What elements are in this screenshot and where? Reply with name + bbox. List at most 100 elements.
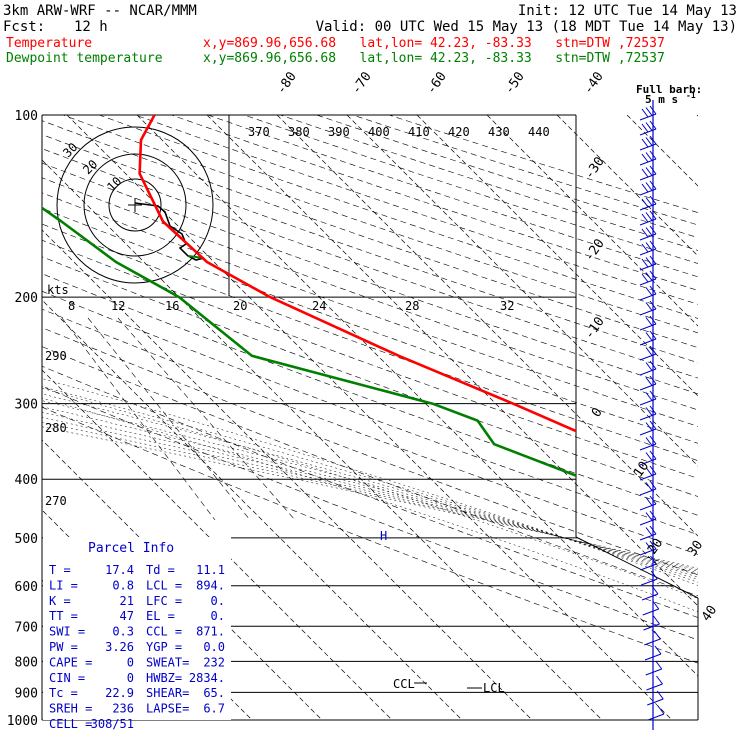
wind-barb-flag	[645, 242, 653, 251]
hodograph-ring-label-30: 30	[60, 140, 80, 160]
parcel-key: CIN =	[49, 671, 85, 685]
wind-barb	[645, 660, 663, 676]
wind-barb-flag	[645, 437, 653, 446]
isotherm-label--50: -50	[502, 69, 528, 97]
pressure-label-700: 700	[15, 620, 38, 635]
hodograph-ring	[83, 153, 187, 257]
parcel-key: SHEAR=	[146, 686, 189, 700]
wind-barb-flag	[641, 228, 649, 238]
wind-barb-flag	[655, 660, 663, 670]
wind-barb-flag	[641, 108, 649, 118]
parcel-key: HWBZ=	[146, 671, 182, 685]
parcel-value: 0.3	[112, 625, 134, 639]
wind-barb-flag	[645, 407, 653, 416]
theta-e-label-420: 420	[448, 125, 470, 139]
wind-barb-shaft	[647, 713, 665, 721]
pressure-label-400: 400	[15, 473, 38, 488]
wind-barb-flag	[645, 317, 653, 326]
wind-barb-flag	[641, 168, 649, 178]
isotherm-line	[42, 369, 393, 720]
wind-barb-flag	[641, 243, 649, 253]
theta-e-label-400: 400	[368, 125, 390, 139]
pressure-label-600: 600	[15, 580, 38, 595]
wind-barb-flag	[652, 600, 660, 610]
parcel-row: CAPE = 0 SWEAT= 232	[49, 655, 225, 669]
wind-barb-shaft	[641, 593, 659, 601]
wind-barb-shaft	[644, 638, 661, 646]
parcel-row: SWI = 0.3 CCL = 871.	[49, 625, 225, 639]
pressure-label-800: 800	[15, 655, 38, 670]
temperature-profile	[138, 115, 576, 433]
parcel-row: SREH = 236 LAPSE= 6.7	[49, 702, 225, 716]
hodograph-trace	[134, 202, 205, 261]
wind-barb-flag	[645, 122, 653, 131]
isotherm-label-0: 0	[589, 405, 606, 420]
parcel-value: 47	[120, 609, 134, 623]
dry-adiabat-line	[42, 162, 698, 395]
moist-adiabat-line	[42, 388, 698, 599]
parcel-value: 2834.	[189, 671, 225, 685]
hodograph-ring	[108, 178, 162, 232]
parcel-info-title: Parcel Info	[88, 541, 174, 556]
parcel-key: Tc =	[49, 686, 78, 700]
isotherm-line	[486, 115, 698, 327]
dry-adiabat-line	[42, 177, 698, 411]
hodograph-speed-guide	[61, 317, 216, 521]
dry-adiabat-label-270: 270	[45, 494, 67, 508]
parcel-row: TT = 47 EL = 0.	[49, 609, 225, 623]
isotherm-line	[626, 115, 698, 187]
parcel-key: PW =	[49, 640, 78, 654]
hodograph-speed-tick-20: 20	[233, 299, 247, 313]
wind-barb-flag	[645, 422, 653, 431]
wind-barb-flag	[645, 332, 653, 341]
dry-adiabat-line	[207, 115, 698, 278]
parcel-panel-bg	[43, 537, 231, 720]
parcel-value: 0.	[211, 609, 225, 623]
temperature-location: x,y=869.96,656.68 lat,lon= 42.23, -83.33…	[203, 36, 665, 51]
parcel-value: 21	[120, 594, 134, 608]
wind-barb-flag	[645, 167, 653, 176]
wind-barb-flag	[645, 257, 653, 266]
dry-adiabat-label-280: 280	[45, 421, 67, 435]
wind-barb-flag	[641, 183, 649, 193]
wind-legend-exponent: -1	[686, 91, 696, 100]
wind-barb-flag	[645, 197, 653, 206]
wind-barb-flag	[650, 570, 658, 580]
dry-adiabat-line	[352, 115, 698, 226]
isotherm-line	[206, 115, 698, 607]
wind-barb-shaft	[647, 698, 664, 706]
theta-e-label-370: 370	[248, 125, 270, 139]
ccl-marker: CCL	[393, 677, 415, 691]
wind-barb-flag	[645, 362, 653, 371]
temperature-legend: Temperature	[6, 36, 93, 51]
parcel-value: 871.	[196, 625, 225, 639]
parcel-value: 0.0	[203, 640, 225, 654]
pressure-label-500: 500	[15, 532, 38, 547]
wind-barb	[641, 585, 659, 601]
wind-barb-shaft	[642, 608, 659, 616]
isotherm-label--70: -70	[349, 69, 375, 97]
isotherm-label-20: 20	[645, 536, 666, 557]
dry-adiabat-label-290: 290	[45, 349, 67, 363]
wind-barb-flag	[645, 272, 653, 281]
model-title: 3km ARW-WRF -- NCAR/MMM	[3, 3, 197, 19]
wind-legend-value: 5 m s	[645, 93, 678, 106]
wind-barb-flag	[645, 542, 653, 551]
parcel-value: 0	[127, 655, 134, 669]
parcel-row: CIN = 0 HWBZ= 2834.	[49, 671, 225, 685]
hodograph-speed-tick-8: 8	[68, 299, 75, 313]
parcel-value: 22.9	[105, 686, 134, 700]
parcel-value: 308/51	[91, 717, 134, 731]
isotherm-label-40: 40	[699, 603, 720, 624]
parcel-row: PW = 3.26 YGP = 0.0	[49, 640, 225, 654]
parcel-row: CELL =308/51	[49, 717, 134, 731]
theta-e-label-380: 380	[288, 125, 310, 139]
parcel-key: LAPSE=	[146, 702, 189, 716]
parcel-row: T = 17.4 Td = 11.1	[49, 563, 225, 577]
wind-barb-flag	[645, 302, 653, 311]
wind-barb-shaft	[643, 623, 660, 631]
wind-barb-flag	[645, 107, 653, 116]
wind-barb	[644, 630, 661, 646]
wind-barb-flag	[645, 137, 653, 146]
